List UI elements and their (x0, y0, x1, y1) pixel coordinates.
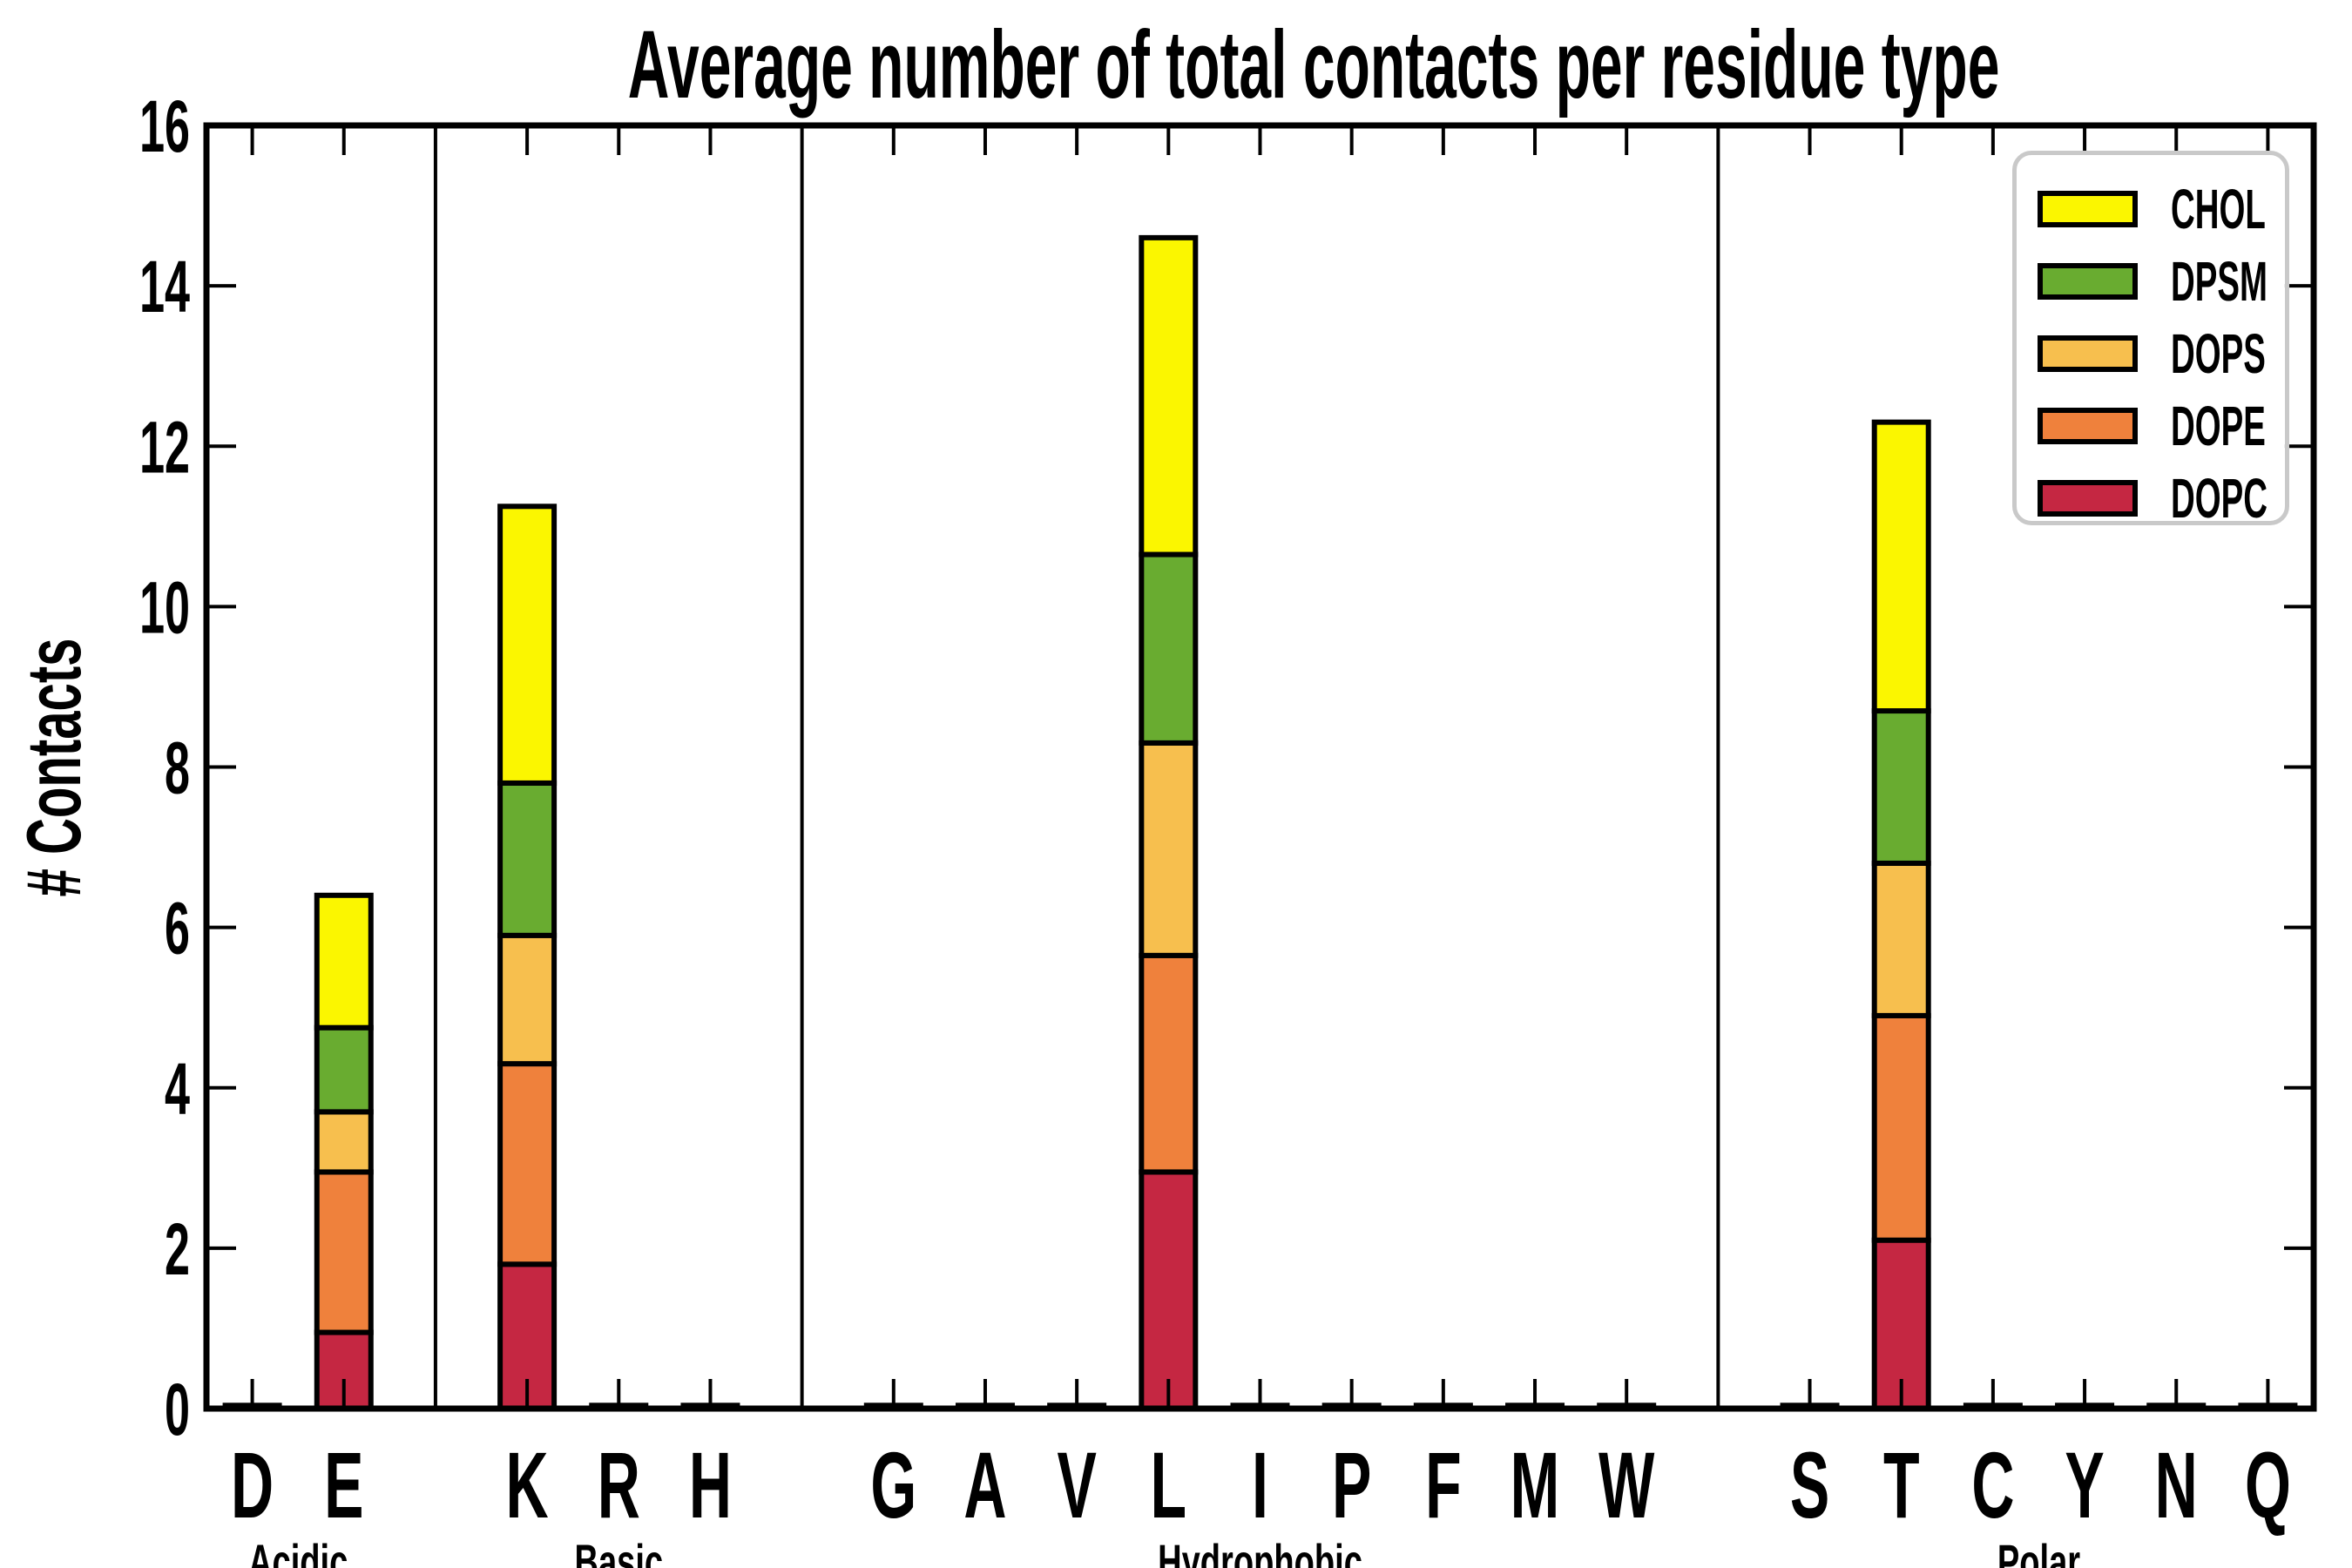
y-tick-label-14: 14 (139, 246, 190, 328)
bar-segment-E-DOPS (314, 1109, 374, 1175)
legend-row-DOPS: DOPS (2038, 317, 2285, 389)
bar-segment-L-DPSM (1139, 551, 1199, 746)
x-tick-label-V: V (1057, 1433, 1096, 1538)
bar-segment-K-DOPS (497, 932, 558, 1067)
x-tick-label-P: P (1332, 1433, 1371, 1538)
y-tick-label-6: 6 (165, 888, 190, 970)
legend-row-CHOL: CHOL (2038, 172, 2285, 245)
legend-label-DOPS: DOPS (2171, 321, 2266, 385)
legend-row-DPSM: DPSM (2038, 245, 2285, 317)
y-tick-label-16: 16 (139, 85, 190, 167)
x-tick-label-S: S (1790, 1433, 1829, 1538)
x-tick-label-R: R (598, 1433, 640, 1538)
bar-segment-T-DOPE (1871, 1012, 1931, 1243)
x-tick-label-C: C (1971, 1433, 2014, 1538)
bar-segment-L-DOPC (1139, 1169, 1199, 1412)
x-tick-label-A: A (963, 1433, 1006, 1538)
bar-segment-T-DOPS (1871, 860, 1931, 1018)
bar-segment-K-DOPE (497, 1061, 558, 1267)
chart-title: Average number of total contacts per res… (627, 11, 2000, 118)
bar-segment-T-CHOL (1871, 419, 1931, 714)
group-label-polar: Polar (1997, 1536, 2080, 1568)
bar-segment-T-DPSM (1871, 708, 1931, 866)
bar-segment-E-DPSM (314, 1024, 374, 1115)
y-axis-title: # Contacts (10, 638, 97, 897)
legend-row-DOPE: DOPE (2038, 389, 2285, 462)
group-label-hydrophobic: Hydrophobic (1158, 1536, 1362, 1568)
x-tick-label-Q: Q (2245, 1433, 2291, 1538)
x-tick-label-Y: Y (2065, 1433, 2104, 1538)
bar-segment-E-DOPE (314, 1169, 374, 1335)
y-tick-label-12: 12 (139, 407, 190, 489)
y-tick-label-8: 8 (165, 727, 190, 809)
x-tick-label-H: H (689, 1433, 732, 1538)
bar-segment-K-CHOL (497, 504, 558, 786)
legend-row-DOPC: DOPC (2038, 462, 2285, 534)
legend-swatch-DOPC (2038, 479, 2138, 517)
x-tick-label-N: N (2155, 1433, 2198, 1538)
legend-swatch-DOPS (2038, 335, 2138, 372)
bar-segment-E-CHOL (314, 892, 374, 1031)
y-tick-label-4: 4 (165, 1048, 190, 1130)
x-tick-label-L: L (1151, 1433, 1187, 1538)
legend-swatch-DPSM (2038, 262, 2138, 300)
x-tick-label-K: K (506, 1433, 549, 1538)
x-tick-label-D: D (231, 1433, 274, 1538)
x-tick-label-I: I (1252, 1433, 1268, 1538)
x-tick-label-G: G (870, 1433, 916, 1538)
x-tick-label-W: W (1598, 1433, 1655, 1538)
y-tick-label-10: 10 (139, 567, 190, 649)
legend-label-DPSM: DPSM (2171, 249, 2268, 313)
bar-segment-K-DPSM (497, 780, 558, 938)
x-tick-label-E: E (324, 1433, 363, 1538)
group-label-basic: Basic (574, 1536, 663, 1568)
legend-label-DOPE: DOPE (2171, 394, 2266, 457)
x-tick-label-F: F (1425, 1433, 1462, 1538)
bar-segment-L-DOPE (1139, 952, 1199, 1175)
legend-swatch-CHOL (2038, 190, 2138, 227)
x-tick-label-M: M (1511, 1433, 1560, 1538)
legend-label-CHOL: CHOL (2171, 177, 2266, 240)
plot-frame (203, 122, 2317, 1412)
x-tick-label-T: T (1883, 1433, 1920, 1538)
bar-segment-L-DOPS (1139, 740, 1199, 958)
legend-label-DOPC: DOPC (2171, 466, 2268, 530)
bar-segment-L-CHOL (1139, 234, 1199, 558)
y-tick-label-2: 2 (165, 1208, 190, 1290)
group-label-acidic: Acidic (248, 1536, 348, 1568)
legend-swatch-DOPE (2038, 407, 2138, 444)
y-tick-label-0: 0 (165, 1369, 190, 1450)
legend: CHOL DPSM DOPS DOPE DOPC (2012, 151, 2289, 530)
